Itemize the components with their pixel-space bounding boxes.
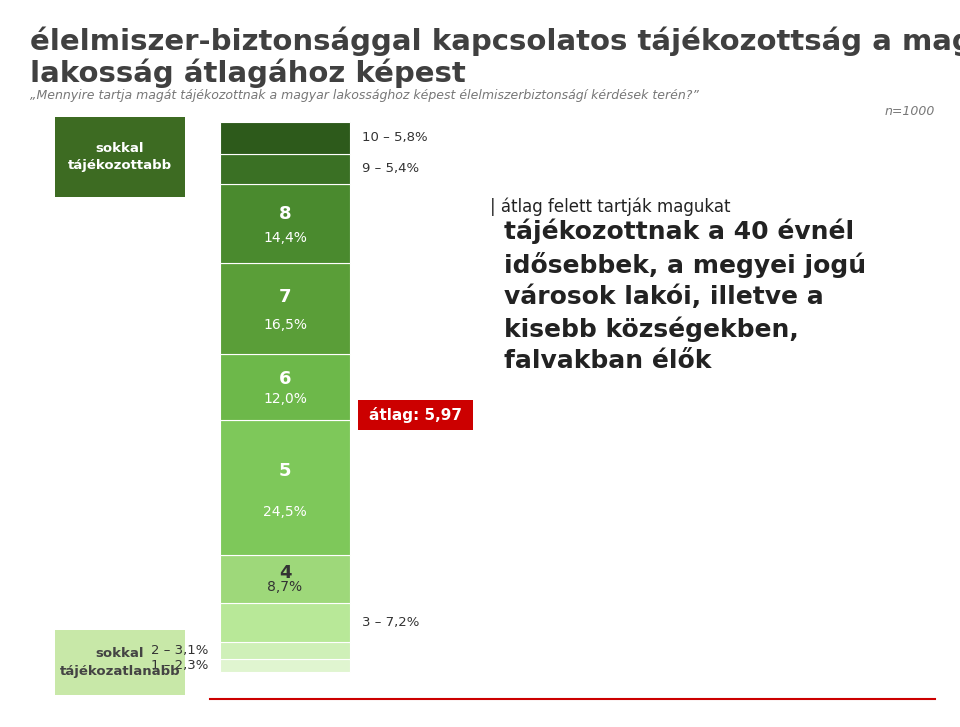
Bar [55,630,185,695]
Text: | átlag felett tartják magukat: | átlag felett tartják magukat [490,197,731,215]
Text: élelmiszer-biztonsággal kapcsolatos tájékozottság a magyar: élelmiszer-biztonsággal kapcsolatos tájé… [30,27,960,57]
Text: átlag: 5,97: átlag: 5,97 [369,407,462,423]
Bar [220,263,350,354]
Text: 7: 7 [278,289,291,307]
Text: 6: 6 [278,370,291,388]
Text: sokkal
tájékozottabb: sokkal tájékozottabb [68,142,172,172]
Text: n=1000: n=1000 [884,105,935,118]
Text: 24,5%: 24,5% [263,505,307,518]
Text: lakosság átlagához képest: lakosság átlagához képest [30,59,466,89]
Bar [220,354,350,420]
Text: 10 – 5,8%: 10 – 5,8% [362,132,427,145]
Text: 3 – 7,2%: 3 – 7,2% [362,616,420,629]
Bar [55,117,185,197]
Bar [220,154,350,184]
Text: sokkal
tájékozatlanabb: sokkal tájékozatlanabb [60,647,180,678]
Text: 4: 4 [278,564,291,582]
Text: 12,0%: 12,0% [263,392,307,406]
Text: tájékozottnak a 40 évnél
idősebbek, a megyei jogú
városok lakói, illetve a
kiseb: tájékozottnak a 40 évnél idősebbek, a me… [504,219,866,372]
Bar [220,555,350,603]
Text: 8,7%: 8,7% [268,580,302,594]
Text: 9 – 5,4%: 9 – 5,4% [362,162,420,175]
Bar [220,603,350,642]
Bar [358,400,473,430]
Bar [220,642,350,659]
Text: „Mennyire tartja magát tájékozottnak a magyar lakossághoz képest élelmiszerbizto: „Mennyire tartja magát tájékozottnak a m… [30,89,699,102]
Bar [220,122,350,154]
Text: 14,4%: 14,4% [263,230,307,244]
Text: 2 – 3,1%: 2 – 3,1% [151,644,208,657]
Text: 16,5%: 16,5% [263,318,307,332]
Text: 8: 8 [278,205,291,222]
Text: 1 – 2,3%: 1 – 2,3% [151,659,208,672]
Text: 5: 5 [278,462,291,480]
Bar [220,420,350,555]
Bar [220,184,350,263]
Bar [220,659,350,672]
